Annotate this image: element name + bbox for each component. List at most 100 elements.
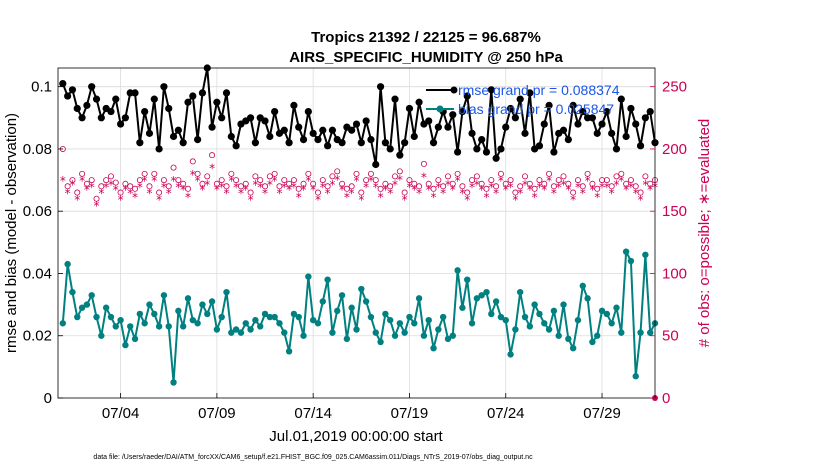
obs-evaluated-point: * [175,180,181,194]
bias-point [367,313,375,321]
rmse-point [608,129,616,137]
rmse-point [579,107,587,116]
obs-evaluated-point: * [469,180,475,194]
obs-possible-point [473,173,480,180]
bias-point [550,307,558,315]
obs-possible-point [223,183,230,190]
rmse-point [136,139,144,147]
rmse-point [116,120,125,128]
bias-point [589,338,596,346]
obs-evaluated-point: * [339,183,345,197]
rmse-point [487,86,495,94]
bias-point [512,326,519,333]
rmse-series [59,64,659,169]
bias-point [257,323,264,330]
obs-possible-point [257,177,264,184]
rmse-point [59,79,67,88]
rmse-point [617,95,625,103]
bias-point [459,304,466,311]
obs-possible-point [276,183,283,190]
rmse-point [463,92,471,100]
obs-evaluated-point: * [113,183,119,197]
bias-point [184,295,192,302]
rmse-point [516,95,524,103]
obs-evaluated-point: * [276,187,282,201]
obs-evaluated-point: * [94,199,100,213]
rmse-point [88,83,96,91]
obs-possible-point [107,173,114,180]
y-tick-label-0: 0 [44,390,52,407]
x-tick-label-0: 07/04 [102,405,140,422]
bias-point [338,292,346,299]
rmse-point [141,107,149,116]
rmse-point [458,107,467,116]
obs-evaluated-point: * [373,180,379,194]
obs-possible-point [334,168,341,175]
rmse-point [352,120,361,128]
obs-evaluated-point: * [310,183,316,197]
obs-evaluated-point: * [536,180,542,194]
rmse-point [227,132,235,141]
obs-possible-point [449,180,456,187]
bias-point [179,323,187,330]
bias-point [247,326,254,333]
obs-evaluated-point: * [498,174,504,188]
obs-evaluated-point: * [479,183,485,197]
obs-evaluated-point: * [623,183,629,197]
bias-point [603,310,611,318]
x-tick-label-4: 07/24 [487,405,525,422]
obs-evaluated-point: * [604,180,610,194]
x-tick-label-3: 07/19 [391,405,429,422]
rmse-point [246,114,255,122]
obs-evaluated-point: * [450,183,456,197]
rmse-point [232,142,240,150]
obs-possible-point [271,170,278,177]
bias-point [290,310,298,318]
rmse-point [165,104,173,113]
bias-point [531,301,538,308]
obs-evaluated-point: * [209,162,215,176]
bias-point [93,313,100,321]
obs-possible-point [233,177,240,184]
y-right-tick-label-0: 0 [662,390,670,407]
rmse-point [169,132,178,141]
rmse-point [396,151,404,159]
rmse-point [222,89,231,97]
obs-possible-point [411,180,418,187]
bias-point [266,313,274,321]
obs-possible-point [184,185,191,192]
obs-possible-point [252,173,259,180]
obs-possible-point [541,180,548,187]
obs-possible-point [372,177,379,184]
obs-possible-point [512,189,519,196]
obs-evaluated-point: * [291,180,297,194]
obs-possible-point [103,177,110,184]
obs-evaluated-point: * [392,178,398,192]
bias-point [444,335,452,343]
obs-possible-point [189,158,196,165]
obs-possible-point [536,177,543,184]
obs-evaluated-point: * [546,174,552,188]
bias-point [146,301,153,308]
obs-possible-point [132,185,139,192]
bias-point [420,332,428,339]
legend-bias-marker [436,105,444,113]
obs-evaluated-point: * [440,187,446,201]
bias-point [300,332,307,339]
y-tick-label-3: 0.06 [23,203,52,220]
legend-rmse-label: rmse grand pr = 0.088374 [458,82,620,98]
rmse-point [304,107,312,116]
x-tick-label-5: 07/29 [583,405,621,422]
obs-evaluated-point: * [233,180,239,194]
rmse-point [473,145,481,153]
obs-possible-point [324,183,331,190]
obs-evaluated-point: * [435,180,441,194]
obs-possible-point [420,160,427,167]
obs-possible-point [363,177,370,184]
rmse-point [285,139,293,147]
bias-point [391,332,399,339]
obs-possible-point [358,189,365,196]
obs-evaluated-point: * [431,190,437,204]
legend-rmse-marker [450,86,458,94]
bias-point [276,320,283,327]
